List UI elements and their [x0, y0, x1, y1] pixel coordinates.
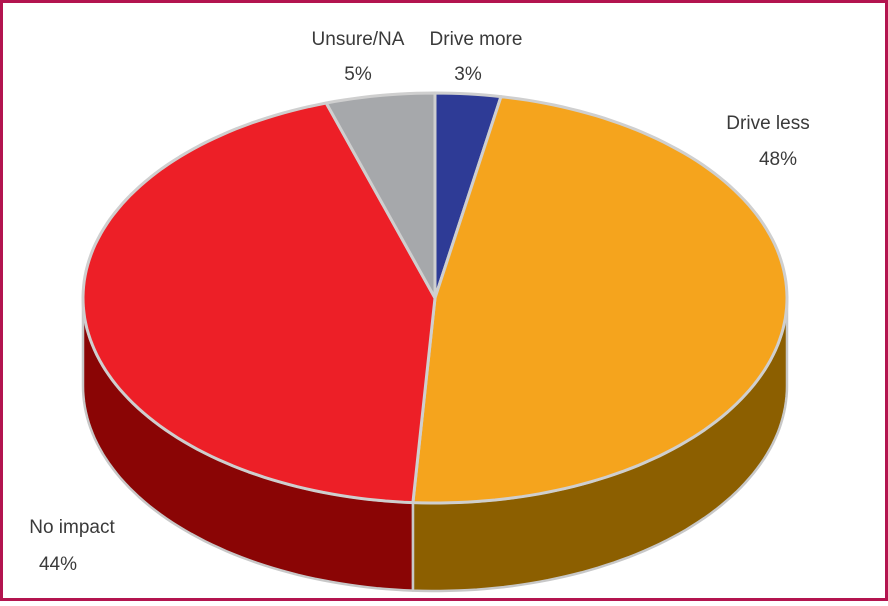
category-label: Drive less	[726, 113, 809, 134]
slice	[411, 95, 789, 505]
pie-tops	[81, 91, 789, 505]
value-label: 5%	[344, 64, 372, 85]
category-label: Drive more	[430, 29, 523, 50]
slice	[81, 101, 437, 505]
value-label: 3%	[454, 64, 482, 85]
slice	[324, 91, 437, 300]
category-label: No impact	[29, 517, 115, 538]
value-label: 48%	[759, 149, 797, 170]
labels: Drive more 3% Drive less 48% No impact 44% Uns…	[29, 29, 809, 575]
category-label: Unsure/NA	[312, 29, 405, 50]
value-label: 44%	[39, 554, 77, 575]
